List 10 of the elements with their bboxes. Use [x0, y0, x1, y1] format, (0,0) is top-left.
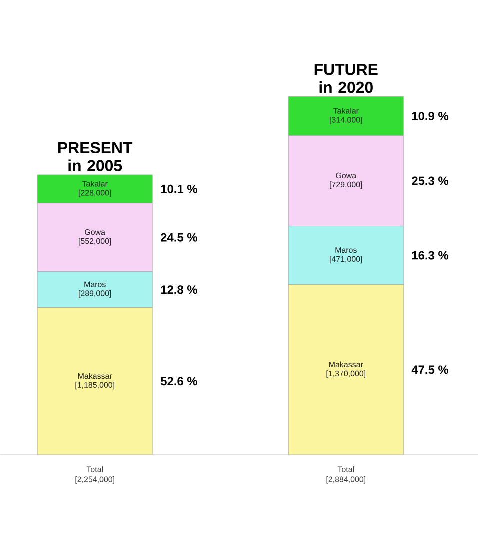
annotation: 16.3 %	[412, 251, 448, 260]
annotation: 24.5 %	[160, 233, 198, 242]
annotation: 47.5 %	[412, 366, 448, 374]
annotation: 25.3 %	[412, 176, 448, 186]
annotation: 12.8 %	[161, 286, 198, 294]
annotation: 10.1 %	[161, 184, 198, 194]
x-tick-label: FUTURE in 2020	[314, 64, 378, 94]
annotation: 52.6 %	[160, 377, 198, 386]
annotation: 10.9 %	[412, 112, 448, 120]
x-tick-label: PRESENT in 2005	[58, 142, 132, 172]
